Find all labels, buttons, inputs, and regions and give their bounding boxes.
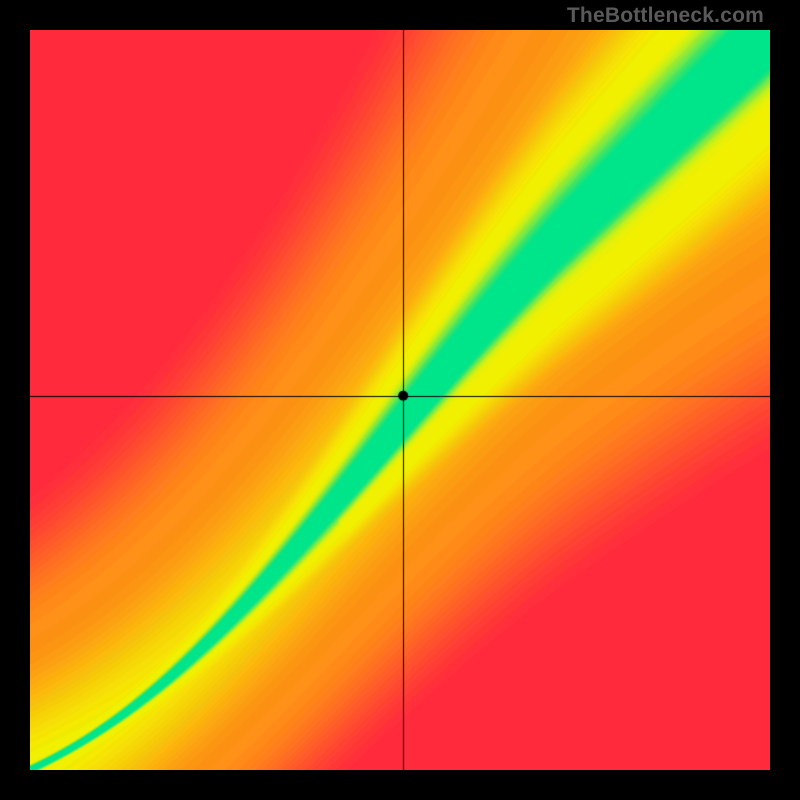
bottleneck-heatmap-frame: TheBottleneck.com — [0, 0, 800, 800]
crosshair-overlay — [30, 30, 770, 770]
watermark-label: TheBottleneck.com — [567, 4, 764, 28]
